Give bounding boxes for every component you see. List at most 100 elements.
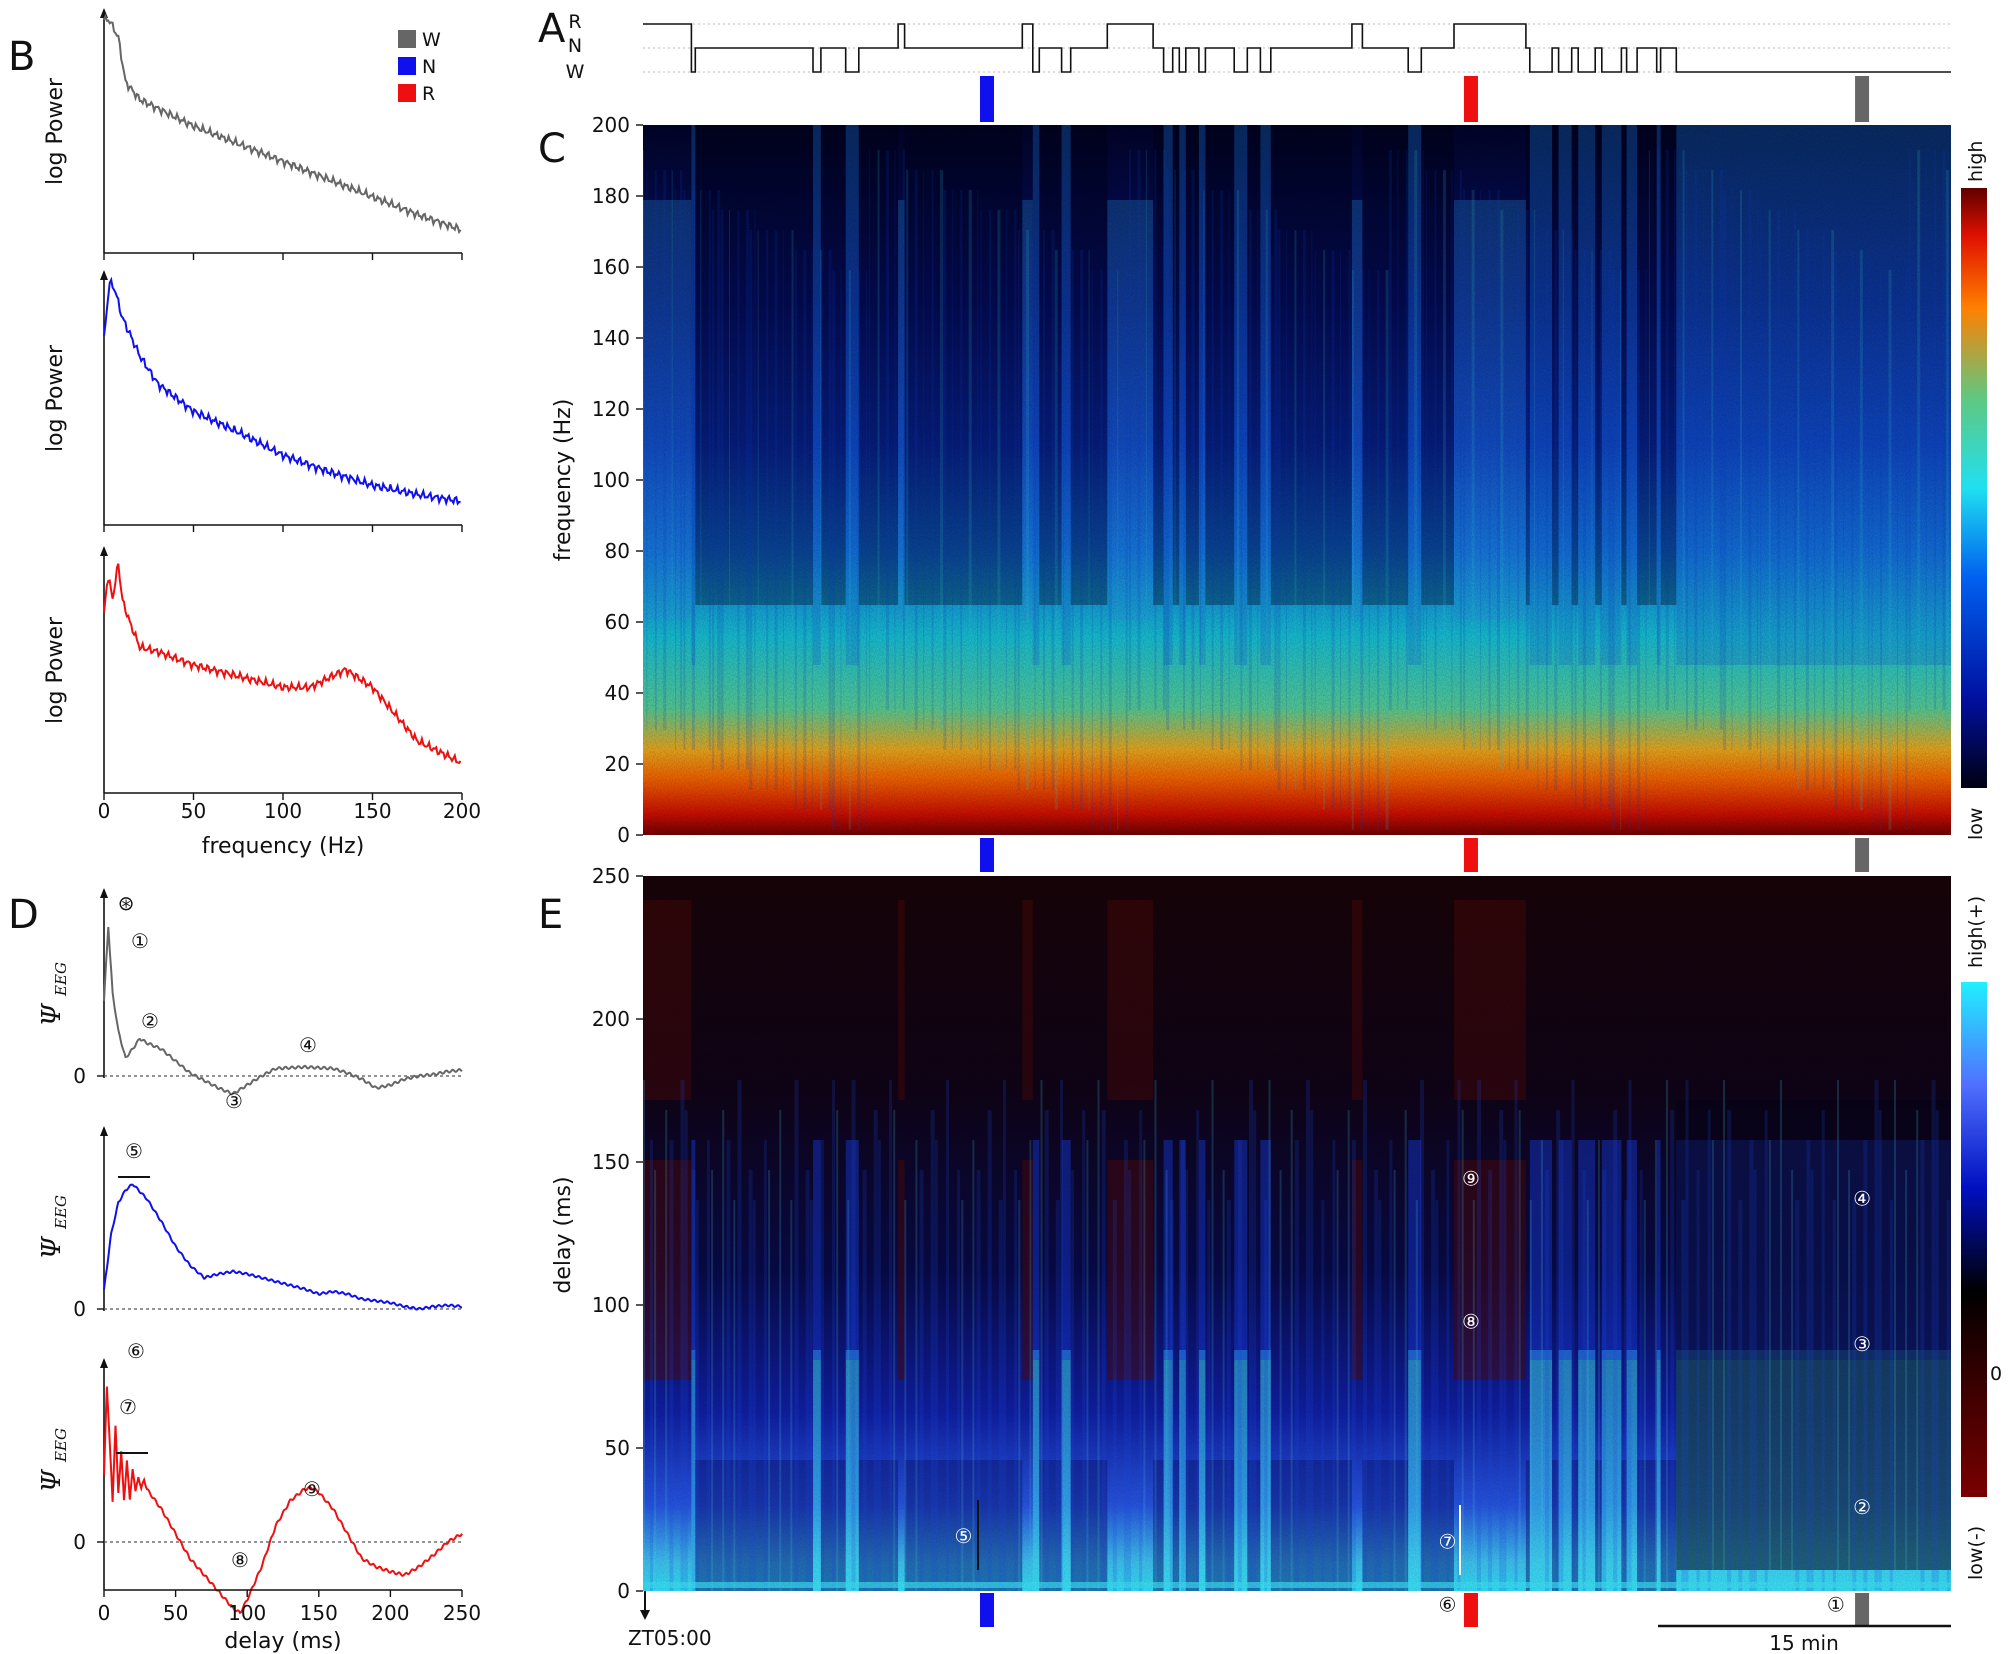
b-spectrum-r [103,563,462,765]
d-annotation-marker: ⑨ [303,1477,321,1501]
d-ylabel-sub: EEG [52,1195,70,1230]
c-ytick-label: 140 [592,326,630,350]
e-annotation-marker: ⑧ [1462,1309,1480,1333]
d-annotation-marker: ① [131,929,149,953]
e-ytick-label: 200 [592,1007,630,1031]
e-annotation-marker: ⑨ [1462,1166,1480,1190]
d-annotation-marker: ⊛ [118,891,135,915]
time-start-arrowhead [640,1610,650,1620]
d-xtick-label: 200 [371,1601,409,1625]
panel-c-spectrogram: frequency (Hz) 0 20 40 60 80 100 120 140 160 180 2… [551,113,1987,847]
d-ylabel-r: Ψ EEG [37,1428,70,1492]
e-annotation-marker: ② [1853,1495,1871,1519]
spectrogram-texture [643,125,1951,835]
legend-label-w: W [422,29,441,51]
d-xtick-label: 150 [300,1601,338,1625]
c-ytick-label: 180 [592,184,630,208]
e-annotation-marker: ① [1827,1592,1845,1616]
autocorrelogram-colorbar [1961,982,1987,1497]
b-xtick-label: 50 [181,799,206,823]
spectrogram-colorbar [1961,188,1987,788]
state-marker-w [1855,1593,1870,1627]
b-yaxis-arrow-w [100,8,108,18]
b-xtick-label: 0 [98,799,111,823]
c-ytick-label: 40 [605,681,630,705]
autocorrelogram-yticks: 0 50 100 150 200 250 [592,864,643,1603]
d-annotation-marker: ⑤ [125,1139,143,1163]
d-curve-n [103,1183,463,1311]
legend-label-n: N [422,56,436,78]
e-ytick-label: 250 [592,864,630,888]
b-yaxis-arrow-n [100,270,108,280]
d-yaxis-arrow-r [100,1358,108,1368]
c-ytick-label: 200 [592,113,630,137]
e-annotation-marker: ④ [1853,1186,1871,1210]
b-spectrum-n [103,276,461,507]
d-curve-r [103,1386,463,1615]
state-marker-w [1855,76,1870,122]
d-ylabel-sub: EEG [52,962,70,997]
d-annotation-marker: ② [141,1009,159,1033]
d-yaxis-arrow-n [100,1126,108,1136]
b-xtick-label: 200 [443,799,481,823]
state-marker-r [1463,76,1478,122]
d-zero-label-r: 0 [73,1530,86,1554]
b-ylabel-n: log Power [43,344,68,452]
b-ylabel-r: log Power [43,616,68,724]
c-ytick-label: 160 [592,255,630,279]
e-annotation-marker: ⑥ [1438,1592,1456,1616]
e-ytick-label: 150 [592,1150,630,1174]
legend-swatch-r [398,84,416,102]
panel-d-eeg-autocorrelation: 0 Ψ EEG 0 Ψ EEG 0 Ψ EEG 0 50 100 150 200 250 delay (ms)… [37,888,481,1654]
panel-label-d: D [8,892,39,938]
state-marker-w [1855,838,1870,872]
panel-e-autocorrelogram: delay (ms) 0 50 100 150 200 250 ⑤ ⑦ ⑥ ⑨ ⑧ ④ ③ ② ① hig… [551,864,2002,1616]
colorbar-e-zero: 0 [1990,1363,2002,1385]
hypnogram-label-n: N [568,35,582,57]
autocorrelogram-ylabel: delay (ms) [551,1176,576,1293]
panel-b-power-spectra: log Power log Power log Power 0 50 100 150 200 f… [43,8,481,859]
d-xtick-label: 0 [98,1601,111,1625]
state-marker-r [1463,1593,1478,1627]
d-xtick-label: 250 [443,1601,481,1625]
c-ytick-label: 100 [592,468,630,492]
colorbar-e-high: high(+) [1965,896,1987,968]
panel-label-b: B [8,34,35,80]
e-annotation-marker: ⑦ [1438,1530,1456,1554]
state-markers [980,76,1870,1627]
spectrogram-yticks: 0 20 40 60 80 100 120 140 160 180 200 [592,113,643,847]
d-xlabel: delay (ms) [224,1629,341,1654]
b-xlabel: frequency (Hz) [202,834,365,859]
panel-label-a: A [538,6,566,52]
colorbar-e-low: low(-) [1965,1526,1987,1580]
b-xtick-label: 150 [353,799,391,823]
hypnogram-label-r: R [568,11,581,33]
state-marker-n [980,838,995,872]
d-yaxis-arrow-w [100,888,108,898]
hypnogram-label-w: W [566,61,585,83]
d-ylabel-sub: EEG [52,1428,70,1463]
legend-swatch-w [398,30,416,48]
d-zero-label-w: 0 [73,1064,86,1088]
d-xtick-label: 100 [228,1601,266,1625]
panel-label-c: C [538,126,566,172]
time-axis: ZT05:00 15 min [628,1591,1951,1654]
d-zero-label-n: 0 [73,1297,86,1321]
state-marker-n [980,76,995,122]
c-ytick-label: 80 [605,539,630,563]
panel-label-e: E [538,892,563,938]
panel-a-hypnogram: R N W [566,11,1951,83]
colorbar-c-high: high [1965,141,1987,182]
spectrogram-ylabel: frequency (Hz) [551,399,576,562]
d-curve-w [103,926,463,1096]
e-annotation-marker: ⑤ [954,1524,972,1548]
e-ytick-label: 0 [617,1579,630,1603]
e-ytick-label: 100 [592,1293,630,1317]
d-annotation-marker: ④ [299,1033,317,1057]
state-legend: WNR [398,29,441,105]
e-ytick-label: 50 [605,1436,630,1460]
d-ylabel-w: Ψ EEG [37,962,70,1026]
d-annotation-marker: ③ [225,1089,243,1113]
d-annotation-marker: ⑧ [231,1548,249,1572]
